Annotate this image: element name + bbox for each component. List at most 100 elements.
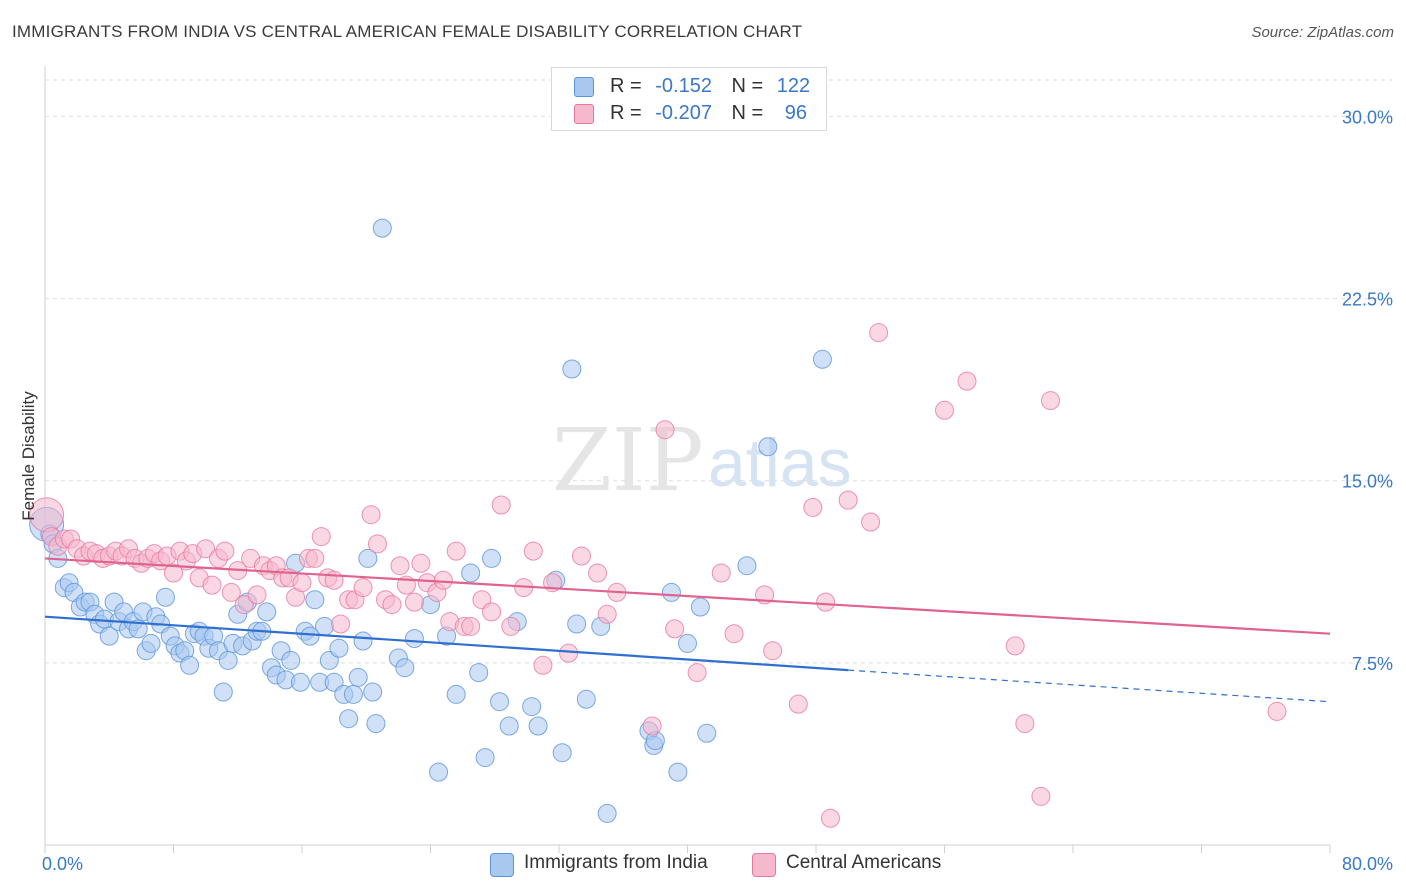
data-point-india [490,692,510,712]
data-point-india [358,548,378,568]
data-point-india [678,633,697,653]
data-point-india [576,689,596,709]
trend-line-india [44,615,849,672]
data-point-central [533,655,553,675]
data-point-india [180,655,200,675]
data-point-india [363,682,383,702]
data-point-india [329,638,349,658]
data-point-central [655,420,675,440]
tick-labels: 7.5% 15.0% 22.5% 30.0% 0.0% 80.0% [42,107,1393,874]
data-point-central [763,641,783,661]
data-point-india [404,629,424,649]
data-point-india [567,614,587,634]
data-point-central [597,604,617,624]
data-point-central [687,663,707,683]
data-point-central [446,541,466,561]
y-tick-label: 30.0% [1342,107,1393,127]
data-point-india [528,716,548,736]
legend-swatch-india [490,853,514,877]
data-point-central [816,592,836,612]
data-point-india [552,743,572,763]
data-point-india [300,626,320,646]
r-label: R = [610,75,642,97]
data-point-india [99,626,119,646]
legend-swatch-central [752,853,776,877]
data-point-india [522,697,542,717]
data-point-central [491,495,511,515]
data-point-india [141,633,161,653]
data-point-india [314,616,334,636]
data-point-india [429,762,449,782]
n-value: 122 [776,75,811,97]
data-point-india [475,748,495,768]
legend-swatch-india [574,77,594,97]
n-label: N = [731,102,764,124]
watermark-zip: ZIP [552,411,704,511]
source-credit: Source: ZipAtlas.com [1251,24,1394,41]
data-point-india [353,631,373,651]
data-point-india [597,803,617,823]
data-point-central [247,585,267,605]
data-point-central [935,400,954,420]
y-tick-label: 15.0% [1342,472,1393,492]
data-point-central [331,614,351,634]
data-point-central [353,578,373,598]
data-point-india [446,684,466,704]
data-point-central [1267,701,1287,721]
data-point-central [820,808,840,828]
chart-title: IMMIGRANTS FROM INDIA VS CENTRAL AMERICA… [12,22,803,41]
data-point-india [395,658,415,678]
data-point-central [711,563,731,583]
data-point-india [668,762,688,782]
data-point-central [367,534,387,554]
data-point-central [665,619,685,639]
correlation-legend: R = -0.152 N = 122 R = -0.207 N = 96 [551,67,827,131]
data-point-central [1015,714,1035,734]
data-point-india [469,663,489,683]
y-tick-label: 22.5% [1342,290,1393,310]
x-tick-label: 80.0% [1342,854,1393,874]
data-point-central [404,592,424,612]
data-point-central [461,616,481,636]
data-point-central [803,497,823,517]
n-label: N = [731,75,764,97]
y-tick-label: 7.5% [1352,654,1393,674]
series-india-points [29,218,832,823]
data-point-central [559,643,579,663]
legend-stat-india: R = -0.152 N = 122 [610,75,810,98]
data-point-central [411,553,431,573]
data-point-india [155,587,175,607]
data-point-central [588,563,608,583]
data-point-central [523,541,543,561]
r-label: R = [610,102,642,124]
data-point-central [234,595,254,615]
data-point-central [390,556,410,576]
trend-lines [44,557,1331,703]
data-point-central [724,624,744,644]
data-point-central [482,602,502,622]
data-point-india [737,556,757,576]
data-point-central [382,595,402,615]
legend-swatch-central [574,104,594,124]
n-value: 96 [784,102,808,124]
data-point-india [661,582,681,602]
data-point-central [311,527,331,547]
data-point-central [838,490,858,510]
data-point-india [758,437,778,457]
data-point-central [869,323,889,343]
x-tick-label: 0.0% [42,854,83,874]
trend-line-central [44,557,1331,635]
watermark: ZIP atlas [552,411,852,511]
data-point-central [788,694,808,714]
data-point-central [202,575,222,595]
data-point-india [218,650,238,670]
data-point-india [690,597,710,617]
data-point-central [292,573,312,593]
r-value: -0.152 [655,75,712,97]
data-point-central [215,541,235,561]
data-point-india [257,602,277,622]
data-point-india [461,563,481,583]
r-value: -0.207 [655,102,712,124]
data-point-india [281,650,301,670]
